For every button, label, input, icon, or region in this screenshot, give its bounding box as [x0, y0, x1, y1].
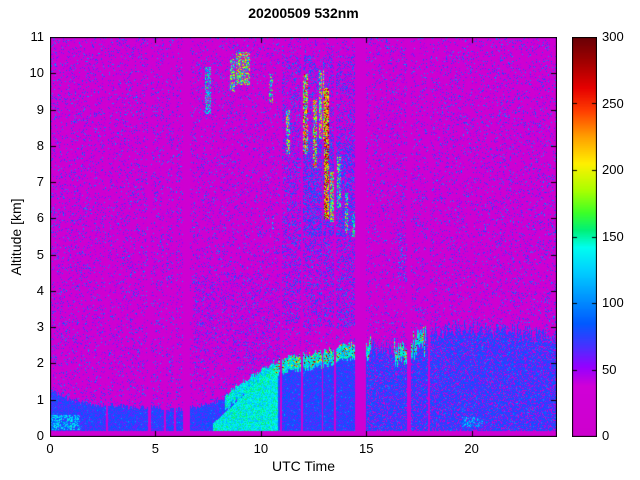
x-tick-label: 15	[359, 441, 374, 456]
y-tick-label: 11	[30, 29, 45, 44]
y-tick-label: 5	[36, 246, 44, 262]
x-axis-label: UTC Time	[272, 458, 335, 474]
heatmap-canvas	[50, 37, 557, 437]
x-tick-label: 10	[253, 441, 269, 456]
colorbar-tick-label: 50	[602, 361, 617, 377]
x-tick-label: 20	[464, 441, 479, 456]
y-tick-label: 3	[36, 319, 44, 335]
colorbar-tick-label: 200	[602, 162, 624, 177]
y-tick-label: 9	[36, 101, 44, 117]
y-tick-label: 1	[36, 391, 44, 407]
y-tick-label: 10	[29, 65, 44, 81]
y-tick-label: 7	[36, 174, 44, 190]
colorbar-canvas	[572, 37, 597, 437]
y-tick-label: 2	[36, 355, 44, 371]
y-tick-label: 0	[36, 428, 44, 443]
y-tick-label: 6	[36, 210, 44, 226]
chart-title: 20200509 532nm	[248, 5, 359, 21]
colorbar-tick-label: 0	[602, 428, 610, 443]
colorbar-tick-label: 150	[602, 228, 624, 244]
x-tick-label: 0	[46, 441, 54, 456]
x-tick-label: 5	[151, 441, 160, 456]
y-tick-label: 4	[36, 282, 44, 298]
y-tick-label: 8	[36, 137, 44, 153]
colorbar-tick-label: 250	[602, 95, 624, 111]
colorbar-tick-label: 300	[602, 29, 624, 44]
colorbar-tick-label: 100	[602, 295, 624, 310]
